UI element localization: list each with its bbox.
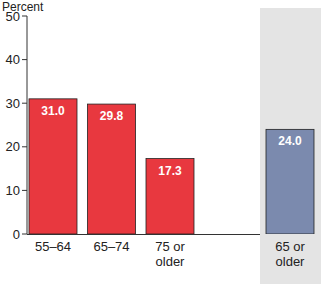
x-tick-label: 65–74 xyxy=(93,239,129,254)
y-tick-label: 20 xyxy=(6,139,20,154)
y-axis xyxy=(27,16,28,234)
bar xyxy=(266,129,314,234)
y-tick-label: 50 xyxy=(6,9,20,24)
x-tick-label: 75 orolder xyxy=(155,239,185,269)
bar xyxy=(29,99,77,234)
y-tick-label: 30 xyxy=(6,96,20,111)
y-tick xyxy=(22,190,27,191)
chart-container: Percent0102030405031.055–6429.865–7417.3… xyxy=(0,0,321,284)
y-tick-label: 40 xyxy=(6,52,20,67)
data-label: 29.8 xyxy=(100,109,124,123)
x-tick-label: 65 orolder xyxy=(275,239,305,269)
data-label: 31.0 xyxy=(41,104,65,118)
y-tick-label: 10 xyxy=(6,183,20,198)
y-tick xyxy=(22,234,27,235)
bar xyxy=(146,159,194,234)
bars xyxy=(29,99,314,234)
data-label: 24.0 xyxy=(278,134,302,148)
y-tick xyxy=(22,103,27,104)
highlight-band xyxy=(260,8,321,284)
y-tick xyxy=(22,59,27,60)
x-tick-label: 55–64 xyxy=(35,239,71,254)
x-axis xyxy=(27,234,260,235)
bar xyxy=(88,104,136,234)
y-tick-label: 0 xyxy=(13,227,20,242)
y-tick xyxy=(22,16,27,17)
chart-svg: Percent0102030405031.055–6429.865–7417.3… xyxy=(0,0,321,284)
y-tick xyxy=(22,146,27,147)
data-label: 17.3 xyxy=(158,164,182,178)
